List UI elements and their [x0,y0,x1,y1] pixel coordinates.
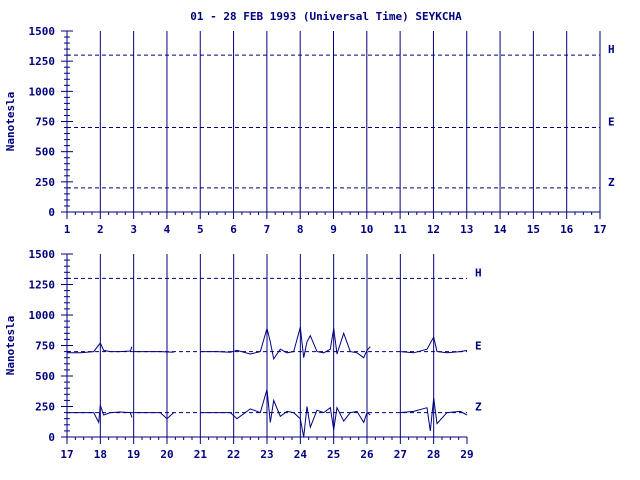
y-tick-label: 250 [35,176,55,189]
x-tick-label: 13 [460,223,473,236]
y-tick-label: 0 [48,431,55,444]
y-tick-label: 500 [35,146,55,159]
y-tick-label: 1000 [29,309,56,322]
x-tick-label: 15 [527,223,540,236]
x-tick-label: 4 [164,223,171,236]
y-axis-title: Nanotesla [4,316,17,376]
series-Z-segment-4 [400,397,468,431]
y-tick-label: 750 [35,340,55,353]
x-tick-label: 18 [94,448,107,461]
series-Z-segment-3 [200,389,371,438]
x-tick-label: 21 [194,448,208,461]
y-axis-title: Nanotesla [4,92,17,152]
y-tick-label: 250 [35,401,55,414]
x-tick-label: 14 [493,223,507,236]
x-tick-label: 17 [593,223,606,236]
y-tick-label: 500 [35,370,55,383]
chart-title: 01 - 28 FEB 1993 (Universal Time) SEYKCH… [190,10,462,23]
x-tick-label: 25 [327,448,340,461]
x-tick-label: 11 [394,223,408,236]
x-tick-label: 26 [360,448,374,461]
x-tick-label: 17 [60,448,73,461]
x-tick-label: 5 [197,223,204,236]
y-tick-label: 1250 [29,279,56,292]
x-tick-label: 28 [427,448,440,461]
x-tick-label: 9 [330,223,337,236]
series-Z-segment-1 [67,405,133,425]
y-tick-label: 1000 [29,85,56,98]
series-E-segment-2 [133,351,174,353]
component-label-Z: Z [608,176,615,189]
x-tick-label: 20 [160,448,173,461]
y-tick-label: 1500 [29,248,56,261]
x-tick-label: 22 [227,448,240,461]
panel-2: 0 250 500 750 1000 1250 1500 17 18 19 20 21 22 23 24 25… [4,248,482,461]
y-tick-label: 1250 [29,55,56,68]
x-tick-label: 27 [394,448,407,461]
x-tick-label: 16 [560,223,574,236]
component-label-E: E [608,116,615,129]
component-label-H: H [475,266,482,279]
x-tick-label: 10 [360,223,373,236]
x-tick-label: 7 [264,223,271,236]
component-label-E: E [475,340,482,353]
component-label-H: H [608,43,615,56]
x-tick-label: 29 [460,448,473,461]
series-E-segment-3 [200,326,371,361]
x-tick-label: 1 [64,223,71,236]
series-E-segment-4 [400,335,468,354]
x-tick-label: 19 [127,448,140,461]
x-tick-label: 2 [97,223,104,236]
x-tick-label: 8 [297,223,304,236]
component-label-Z: Z [475,401,482,414]
y-tick-label: 0 [48,206,55,219]
y-tick-label: 750 [35,116,55,129]
x-tick-label: 6 [230,223,237,236]
x-tick-label: 23 [260,448,273,461]
series-Z-segment-2 [133,412,175,420]
x-tick-label: 24 [294,448,308,461]
x-tick-label: 12 [427,223,440,236]
y-tick-label: 1500 [29,25,56,38]
series-E-segment-1 [67,342,133,354]
x-tick-label: 3 [130,223,137,236]
